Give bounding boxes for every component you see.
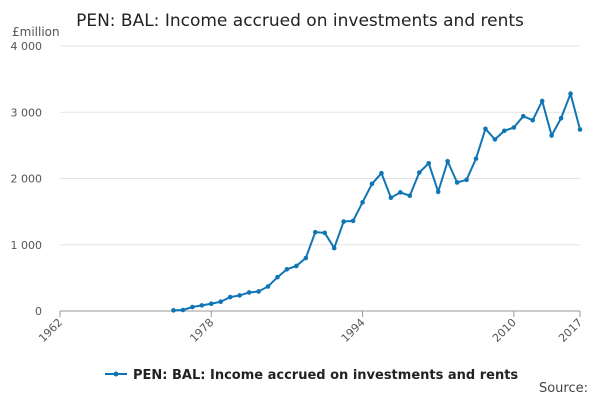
data-point: [473, 156, 479, 161]
data-point: [568, 91, 573, 96]
data-point: [492, 137, 498, 142]
data-point: [190, 304, 195, 310]
data-point: [341, 219, 346, 224]
data-point: [246, 290, 252, 295]
data-point: [331, 245, 337, 251]
data-point: [426, 160, 432, 166]
data-point: [407, 193, 413, 199]
data-point: [284, 266, 290, 272]
data-point: [218, 299, 224, 305]
data-point: [379, 170, 384, 176]
y-tick-label: 1 000: [11, 239, 43, 252]
data-point: [322, 230, 328, 236]
data-point: [539, 98, 545, 104]
data-point: [398, 190, 403, 195]
y-unit: £million: [12, 25, 60, 39]
data-point: [275, 274, 280, 280]
data-point: [360, 200, 365, 205]
chart-title: PEN: BAL: Income accrued on investments …: [76, 11, 524, 31]
y-tick-label: 2 000: [11, 173, 43, 186]
data-point: [577, 127, 583, 132]
x-tick-label: 2010: [490, 316, 519, 345]
data-point: [483, 126, 488, 132]
y-tick-label: 0: [35, 305, 42, 318]
data-point: [312, 229, 318, 235]
data-point: [502, 128, 507, 134]
data-point: [227, 294, 233, 300]
data-point: [265, 284, 271, 289]
x-tick-label: 1978: [187, 316, 216, 345]
data-point: [256, 289, 261, 294]
data-point: [530, 117, 536, 123]
x-tick-label: 1994: [339, 316, 368, 345]
data-point: [369, 181, 375, 187]
data-point: [520, 113, 526, 119]
legend-label: PEN: BAL: Income accrued on investments …: [133, 368, 518, 383]
data-point: [294, 263, 299, 269]
data-point: [454, 180, 460, 185]
legend-marker: [113, 371, 119, 377]
data-point: [237, 293, 242, 298]
data-point: [180, 307, 186, 313]
data-point: [558, 115, 564, 121]
data-point: [511, 125, 517, 130]
y-tick-label: 4 000: [11, 40, 43, 53]
data-point: [549, 133, 554, 138]
data-point: [303, 255, 309, 261]
data-point: [416, 170, 422, 175]
data-point: [171, 308, 176, 313]
data-point: [435, 189, 441, 195]
y-tick-label: 3 000: [11, 106, 43, 119]
data-point: [199, 303, 205, 308]
x-tick-label: 1962: [36, 316, 65, 345]
data-point: [464, 177, 469, 183]
data-point: [208, 301, 214, 307]
source: Source:: [539, 381, 588, 396]
data-point: [388, 195, 394, 201]
series-line: [173, 90, 581, 312]
data-point: [350, 218, 356, 224]
x-tick-label: 2017: [556, 316, 585, 345]
data-point: [445, 158, 450, 164]
